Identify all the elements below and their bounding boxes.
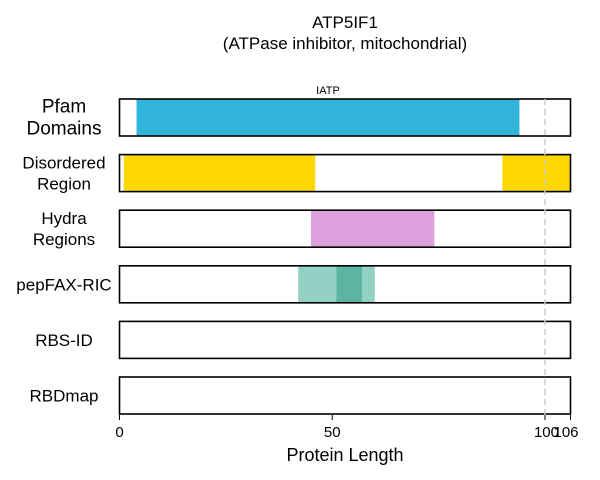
track-label: Regions [33, 230, 95, 249]
track-label: RBDmap [30, 387, 99, 406]
track-frame [118, 376, 572, 415]
x-axis-label: Protein Length [286, 445, 403, 465]
track-segment [136, 99, 520, 136]
track: RBS-ID [35, 320, 572, 360]
chart-subtitle-line: (ATPase inhibitor, mitochondrial) [223, 34, 467, 53]
track-label: Region [37, 175, 91, 194]
track-frame [118, 320, 572, 360]
track-segment [310, 210, 435, 248]
track-label: pepFAX-RIC [16, 275, 111, 294]
track: pepFAX-RIC [16, 264, 572, 304]
track-frame [118, 209, 572, 248]
track: RBDmap [30, 376, 572, 415]
track-label: Domains [27, 119, 102, 140]
track: Disordered Region [22, 153, 572, 194]
track-frame [118, 264, 572, 304]
x-tick-label: 100 [534, 424, 559, 441]
track-frame [118, 98, 572, 137]
x-tick-label: 106 [554, 424, 579, 441]
x-tick-label: 50 [324, 424, 341, 441]
track-label: Hydra [41, 209, 87, 228]
track-frame [118, 153, 572, 193]
track-label: Disordered [22, 154, 105, 173]
track-segment [336, 265, 363, 303]
track-segment [502, 154, 571, 192]
track-segment [123, 154, 316, 192]
track-label: Pfam [42, 97, 86, 118]
track: Hydra Regions [33, 209, 572, 249]
chart-title: ATP5IF1 (ATPase inhibitor, mitochondrial) [223, 13, 467, 53]
x-tick-label: 0 [115, 424, 123, 441]
chart-title-line: ATP5IF1 [312, 13, 378, 32]
track-label: RBS-ID [35, 331, 93, 350]
domain-label: IATP [316, 85, 340, 97]
